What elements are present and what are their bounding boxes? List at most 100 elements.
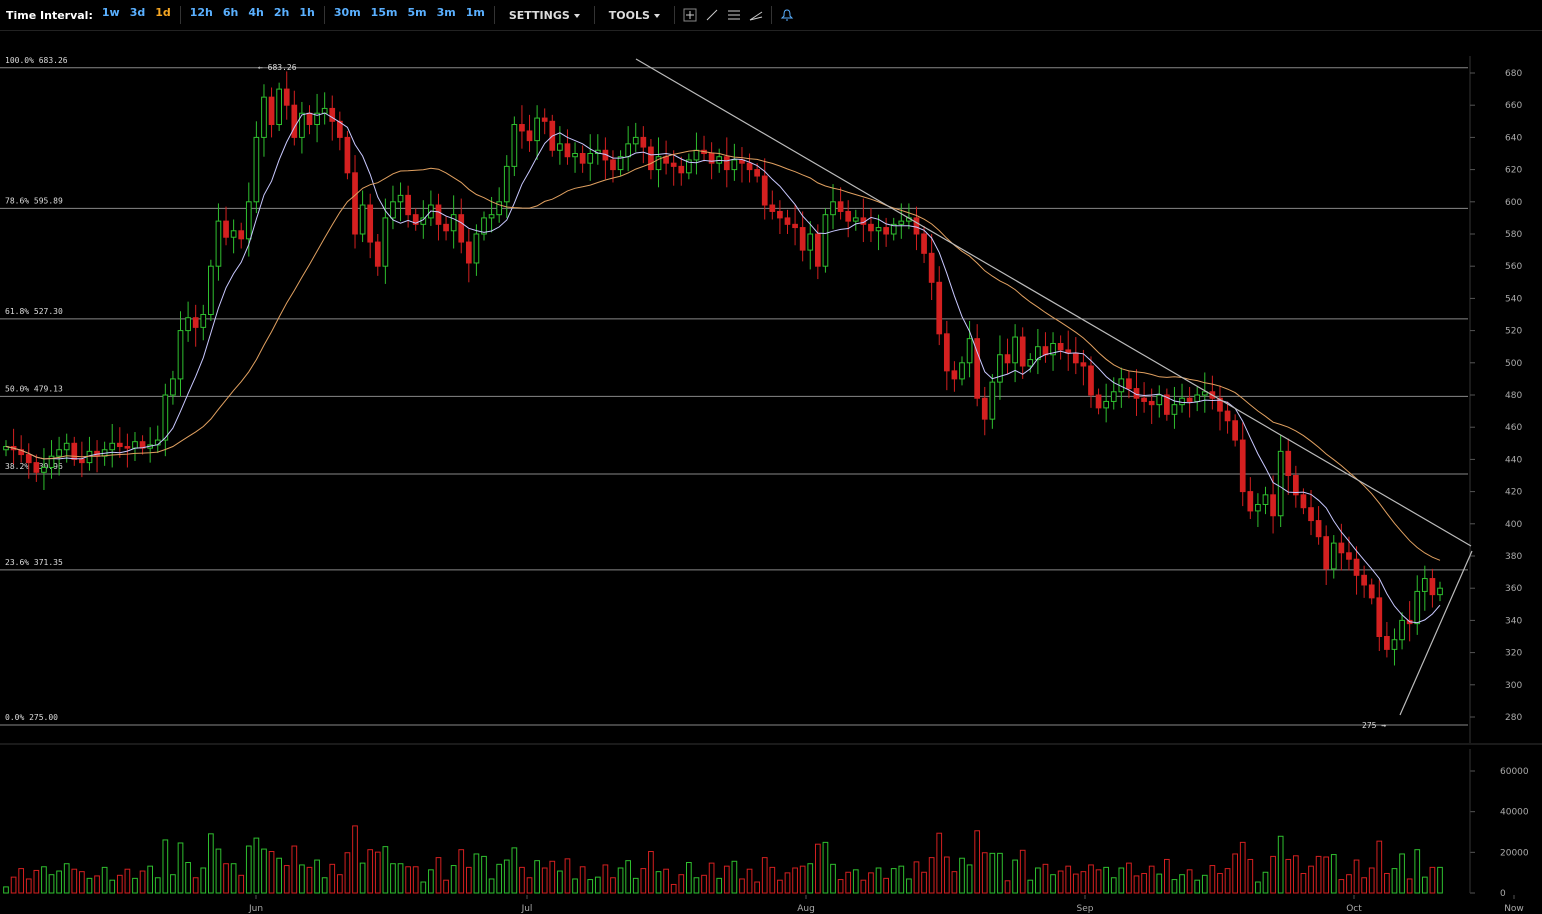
tools-menu[interactable]: TOOLS: [599, 9, 670, 22]
interval-button-1w[interactable]: 1w: [101, 6, 120, 19]
interval-button-12h[interactable]: 12h: [189, 6, 213, 19]
volume-bar: [1209, 865, 1216, 894]
volume-bar: [1361, 877, 1367, 894]
settings-label: SETTINGS: [508, 8, 570, 22]
volume-bar: [860, 879, 867, 894]
interval-buttons: 1w 3d 1d 12h 6h 4h 2h 1h 30m 15m 5m 3m 1m: [97, 6, 490, 24]
candle-body: [686, 159, 692, 174]
crosshair-icon[interactable]: [681, 6, 699, 24]
candle-body: [814, 233, 821, 267]
volume-bar: [329, 863, 336, 894]
toolbar-divider: [673, 6, 675, 24]
candle-body: [1391, 639, 1398, 650]
price-tick-label: 360: [1505, 584, 1522, 594]
volume-bar: [3, 886, 9, 894]
volume-bar: [1277, 835, 1284, 894]
interval-button-4h[interactable]: 4h: [248, 6, 264, 19]
volume-bar: [1414, 849, 1421, 894]
candle-body: [1308, 507, 1314, 522]
price-tick-label: 380: [1505, 552, 1522, 562]
volume-bar: [1353, 859, 1360, 894]
candle-body: [481, 217, 487, 235]
volume-bar: [344, 852, 351, 894]
volume-bar: [1285, 858, 1292, 894]
time-axis-label: Sep: [1077, 904, 1094, 914]
candle-body: [329, 107, 336, 122]
volume-bar: [132, 877, 138, 894]
fib-draw-icon[interactable]: [747, 6, 765, 24]
volume-bar: [503, 859, 510, 894]
price-tick-label: 320: [1505, 649, 1522, 659]
candle-body: [989, 381, 996, 420]
candle-body: [230, 230, 237, 238]
interval-button-5m[interactable]: 5m: [407, 6, 427, 19]
interval-button-1h[interactable]: 1h: [299, 6, 315, 19]
interval-button-15m[interactable]: 15m: [370, 6, 398, 19]
fib-level-label: 23.6% 371.35: [5, 558, 63, 567]
volume-bar: [1270, 855, 1276, 894]
volume-bar: [435, 857, 442, 894]
volume-bar: [1110, 877, 1117, 894]
chevron-down-icon: [573, 13, 580, 18]
volume-bar: [1171, 879, 1178, 894]
candle-body: [299, 112, 305, 138]
volume-bar: [557, 870, 563, 894]
toolbar-divider: [323, 6, 325, 24]
candle-body: [1164, 394, 1170, 415]
candle-body: [1126, 378, 1132, 390]
candle-body: [943, 333, 950, 372]
settings-menu[interactable]: SETTINGS: [499, 9, 590, 22]
candle-body: [617, 156, 624, 171]
candle-body: [837, 201, 844, 212]
volume-bar: [519, 866, 525, 894]
candle-body: [261, 96, 267, 138]
interval-button-2h[interactable]: 2h: [273, 6, 290, 19]
line-draw-icon[interactable]: [703, 6, 721, 24]
volume-bar: [496, 863, 503, 894]
candle-body: [1035, 346, 1041, 361]
volume-bar: [655, 871, 662, 894]
candle-body: [1285, 450, 1292, 477]
interval-button-1m[interactable]: 1m: [465, 6, 485, 19]
horizontal-lines-icon[interactable]: [725, 6, 743, 24]
fib-level-label: 78.6% 595.89: [5, 196, 63, 205]
candle-body: [1384, 636, 1390, 650]
interval-button-3m[interactable]: 3m: [436, 6, 456, 19]
volume-bar: [488, 878, 495, 894]
volume-bar: [1330, 854, 1337, 894]
interval-button-1d[interactable]: 1d: [155, 6, 171, 19]
candle-body: [1353, 558, 1360, 576]
slow-moving-average: [5, 149, 1441, 561]
volume-bar: [405, 866, 411, 894]
volume-bar: [139, 870, 146, 894]
candle-body: [784, 217, 791, 225]
volume-bar: [799, 865, 806, 894]
high-price-marker: ← 683.26: [258, 63, 297, 72]
volume-bar: [1141, 872, 1147, 894]
interval-button-3d[interactable]: 3d: [129, 6, 146, 19]
interval-button-6h[interactable]: 6h: [222, 6, 239, 19]
volume-bar: [94, 875, 100, 894]
candle-body: [405, 194, 411, 216]
candle-body: [132, 441, 138, 449]
candle-body: [632, 136, 639, 145]
volume-bar: [1004, 880, 1011, 894]
candle-body: [208, 265, 214, 315]
interval-button-30m[interactable]: 30m: [333, 6, 361, 19]
price-chart[interactable]: 680 660 640 620 600 580 560 540 520 500 480 460 440 4…: [0, 31, 1542, 914]
candle-body: [1270, 494, 1276, 517]
candle-body: [1042, 346, 1049, 356]
volume-bar: [959, 857, 965, 894]
volume-bar: [921, 871, 927, 894]
candle-body: [71, 442, 78, 460]
candle-body: [648, 146, 654, 171]
volume-bar: [170, 874, 176, 894]
volume-bar: [1232, 853, 1238, 894]
candle-body: [359, 204, 366, 235]
price-tick-label: 500: [1505, 359, 1522, 369]
bell-icon[interactable]: [778, 6, 796, 24]
volume-bar: [648, 851, 654, 894]
volume-bar: [1042, 863, 1049, 894]
volume-bar: [1346, 874, 1352, 894]
toolbar-divider: [770, 6, 772, 24]
